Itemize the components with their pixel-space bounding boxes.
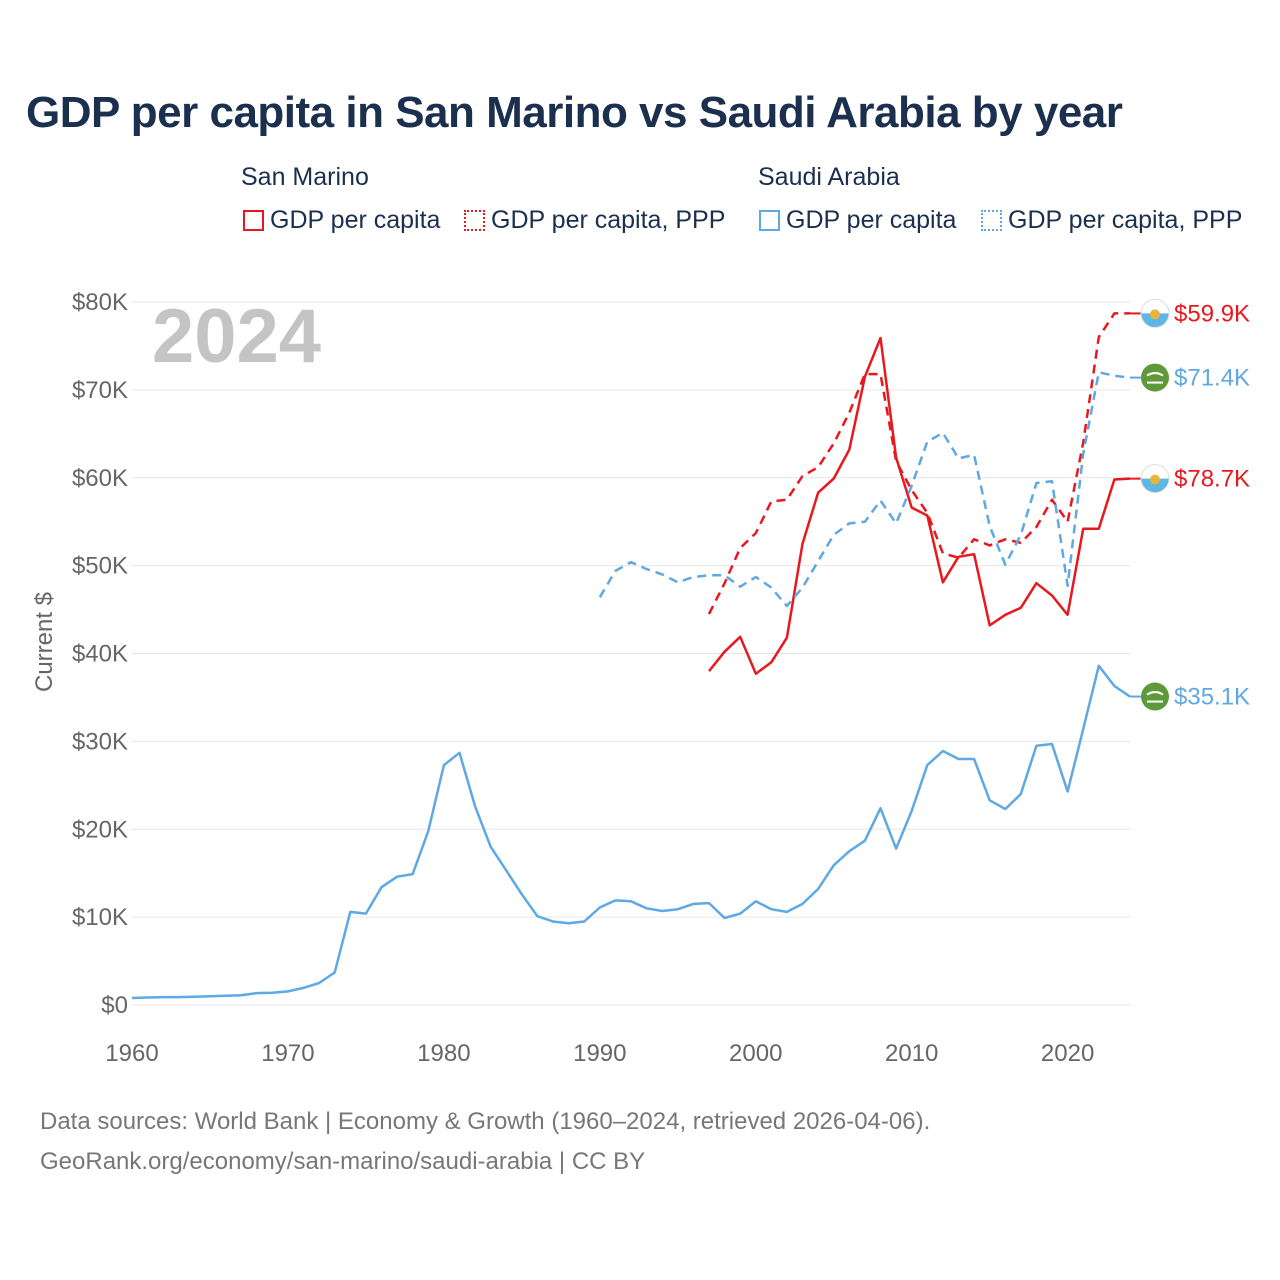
end-value-label: $78.7K [1174,466,1250,493]
legend-label: GDP per capita, PPP [491,206,726,234]
x-axis-ticks: 1960 1970 1980 1990 2000 2010 2020 [105,1040,1094,1067]
legend-item-san-marino-gdp-ppp[interactable]: GDP per capita, PPP [464,206,725,235]
legend-label: GDP per capita, PPP [1008,206,1243,234]
series-lines [131,312,1131,1000]
series-line-3[interactable] [598,371,1131,608]
y-tick-label: $40K [72,641,128,668]
y-axis-ticks: $0 $10K $20K $30K $40K $50K $60K $70K $80K [72,289,128,1019]
legend-label: GDP per capita [270,206,441,234]
y-axis-label: Current $ [31,592,58,692]
series-line-0[interactable] [708,336,1131,675]
x-tick-label: 1970 [261,1040,314,1067]
end-labels: $78.7K $59.9K $35.1K $71.4K [1130,298,1250,711]
legend-item-saudi-arabia-gdp-ppp[interactable]: GDP per capita, PPP [981,206,1242,235]
saudi-arabia-flag-icon [1141,363,1169,392]
x-tick-label: 2020 [1041,1040,1094,1067]
y-tick-label: $0 [101,992,128,1019]
footer-sources: Data sources: World Bank | Economy & Gro… [40,1108,931,1135]
x-tick-label: 2000 [729,1040,782,1067]
y-tick-label: $10K [72,904,128,931]
legend-label: GDP per capita [786,206,957,234]
legend-swatch-dotted-blue [981,210,1002,231]
san-marino-flag-icon [1140,298,1170,328]
saudi-arabia-flag-icon [1141,682,1169,711]
footer-link[interactable]: GeoRank.org/economy/san-marino/saudi-ara… [40,1148,646,1175]
y-tick-label: $20K [72,816,128,843]
legend-group-san-marino: San Marino [241,163,369,191]
y-tick-label: $60K [72,465,128,492]
end-value-label: $71.4K [1174,365,1250,392]
san-marino-flag-icon [1140,464,1170,494]
legend-swatch-solid-blue [759,210,780,231]
grid-lines [132,301,1130,1006]
legend-item-san-marino-gdp[interactable]: GDP per capita [243,206,440,235]
x-tick-label: 1980 [417,1040,470,1067]
series-line-1[interactable] [707,312,1130,615]
legend-item-saudi-arabia-gdp[interactable]: GDP per capita [759,206,956,235]
legend-swatch-dotted-red [464,210,485,231]
y-tick-label: $30K [72,728,128,755]
year-watermark: 2024 [152,294,321,379]
legend-group-saudi-arabia: Saudi Arabia [758,163,900,191]
x-tick-label: 1960 [105,1040,158,1067]
chart-title: GDP per capita in San Marino vs Saudi Ar… [26,88,1123,137]
legend-swatch-solid-red [243,210,264,231]
y-tick-label: $80K [72,289,128,316]
x-tick-label: 1990 [573,1040,626,1067]
y-tick-label: $70K [72,377,128,404]
x-tick-label: 2010 [885,1040,938,1067]
end-value-label: $35.1K [1174,684,1250,711]
end-value-label: $59.9K [1174,300,1250,327]
series-line-2[interactable] [131,664,1131,1000]
y-tick-label: $50K [72,553,128,580]
